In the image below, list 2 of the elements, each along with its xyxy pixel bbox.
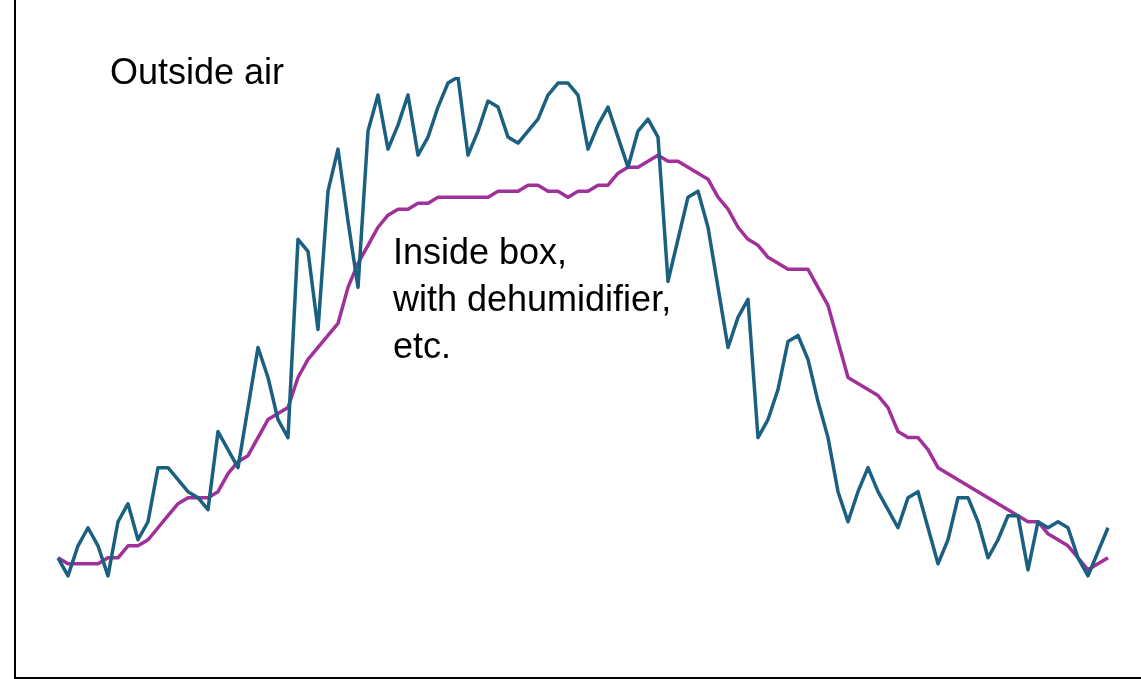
series-label: Inside box, with dehumidifier, etc. bbox=[393, 230, 672, 368]
text: Outside air bbox=[110, 50, 285, 94]
